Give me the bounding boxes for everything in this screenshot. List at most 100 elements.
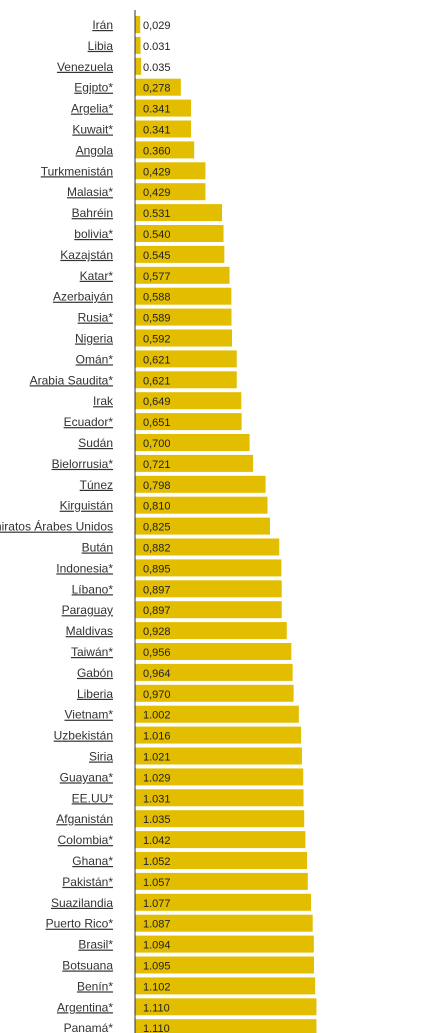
value-label: 1.077 [143, 898, 171, 910]
value-label: 1.102 [143, 981, 171, 993]
category-label-link[interactable]: Kazajstán [60, 248, 113, 262]
value-label: 0,798 [143, 480, 171, 492]
category-label-link[interactable]: Nigeria [75, 332, 113, 346]
category-label-link[interactable]: Bielorrusia* [52, 457, 114, 471]
bar [135, 747, 302, 765]
bar [135, 914, 313, 932]
bar [135, 225, 224, 242]
bar [135, 538, 280, 556]
value-label: 1.095 [143, 961, 171, 973]
bar [135, 872, 308, 890]
category-label-link[interactable]: Suazilandia [51, 896, 113, 910]
value-label: 0.035 [143, 62, 171, 74]
category-label-link[interactable]: EE.UU* [72, 791, 114, 805]
category-label-link[interactable]: Argelia* [71, 102, 113, 116]
category-label-link[interactable]: Ghana* [72, 854, 113, 868]
bar [135, 831, 306, 849]
category-label-link[interactable]: Venezuela [57, 60, 113, 74]
category-label-link[interactable]: Uzbekistán [54, 729, 113, 743]
bar [135, 434, 250, 451]
category-label-link[interactable]: Arabia Saudita* [30, 373, 114, 387]
category-label-link[interactable]: Siria [89, 750, 113, 764]
value-label: 0,278 [143, 83, 171, 95]
category-label-link[interactable]: Afganistán [56, 812, 113, 826]
category-label-link[interactable]: Egipto* [74, 81, 113, 95]
category-label-link[interactable]: Libia [88, 39, 114, 53]
value-label: 1.110 [143, 1002, 170, 1014]
value-label: 0,029 [143, 20, 171, 32]
category-label-link[interactable]: Sudán [78, 436, 113, 450]
category-label-link[interactable]: Benín* [77, 979, 113, 993]
category-label-link[interactable]: Kuwait* [72, 123, 113, 137]
value-label: 1.002 [143, 710, 171, 722]
value-label: 1.042 [143, 835, 171, 847]
category-label-link[interactable]: Omán* [76, 352, 114, 366]
category-label-link[interactable]: Colombia* [58, 833, 114, 847]
category-label-link[interactable]: bolivia* [74, 227, 113, 241]
category-label-link[interactable]: Angola [76, 143, 114, 157]
value-label: 0,700 [143, 438, 171, 450]
category-label-link[interactable]: Irán [92, 18, 113, 32]
value-label: 1.016 [143, 731, 171, 743]
bar [135, 99, 192, 117]
category-label-link[interactable]: Kirguistán [60, 499, 113, 513]
value-label: 0.341 [143, 104, 171, 116]
category-label-link[interactable]: Liberia [77, 687, 113, 701]
value-label: 1.031 [143, 793, 171, 805]
category-label-link[interactable]: Emiratos Árabes Unidos [0, 519, 113, 534]
category-label-link[interactable]: Puerto Rico* [46, 917, 114, 931]
bar [135, 705, 299, 723]
bar [135, 998, 317, 1016]
bar [135, 266, 230, 284]
bar [135, 726, 302, 744]
value-label: 0,649 [143, 396, 171, 408]
category-label-link[interactable]: Irak [93, 394, 114, 408]
category-label-link[interactable]: Pakistán* [62, 875, 113, 889]
value-label: 0,956 [143, 647, 171, 659]
category-label-link[interactable]: Brasil* [78, 938, 113, 952]
bar [135, 956, 314, 974]
bar [135, 329, 232, 347]
category-label-link[interactable]: Bután [82, 541, 113, 555]
bar [135, 162, 206, 180]
category-label-link[interactable]: Bahréin [72, 206, 113, 220]
category-label-link[interactable]: Paraguay [62, 603, 113, 617]
category-label-link[interactable]: Katar* [80, 269, 114, 283]
bar [135, 1019, 317, 1033]
value-label: 0,810 [143, 501, 171, 513]
category-label-link[interactable]: Turkmenistán [41, 164, 113, 178]
bar [135, 810, 305, 828]
bar [135, 663, 293, 681]
value-label: 0,429 [143, 166, 171, 178]
value-label: 0.031 [143, 41, 171, 53]
category-label-link[interactable]: Taiwán* [71, 645, 113, 659]
category-label-link[interactable]: Indonesia* [56, 561, 113, 575]
category-label-link[interactable]: Vietnam* [65, 708, 114, 722]
bar [135, 204, 223, 222]
category-label-link[interactable]: Líbano* [72, 582, 114, 596]
category-label-link[interactable]: Argentina* [57, 1000, 113, 1014]
bar [135, 496, 268, 514]
category-label-link[interactable]: Túnez [80, 478, 113, 492]
category-label-link[interactable]: Ecuador* [64, 415, 114, 429]
category-label-link[interactable]: Malasia* [67, 185, 113, 199]
value-label: 1.110 [143, 1023, 170, 1033]
value-label: 1.052 [143, 856, 171, 868]
category-label-link[interactable]: Azerbaiyán [53, 290, 113, 304]
bar [135, 580, 282, 598]
value-label: 0,588 [143, 292, 171, 304]
value-label: 0,429 [143, 187, 171, 199]
category-label-link[interactable]: Guayana* [60, 770, 114, 784]
value-label: 0,621 [143, 354, 171, 366]
category-label-link[interactable]: Rusia* [78, 311, 114, 325]
category-label-link[interactable]: Botsuana [62, 959, 113, 973]
value-label: 0,895 [143, 563, 171, 575]
category-label-link[interactable]: Gabón [77, 666, 113, 680]
bar [135, 392, 242, 410]
bar [135, 120, 192, 138]
bar [135, 643, 292, 660]
category-label-link[interactable]: Panamá* [64, 1021, 114, 1033]
category-label-link[interactable]: Maldivas [66, 624, 113, 638]
value-label: 0,897 [143, 584, 171, 596]
